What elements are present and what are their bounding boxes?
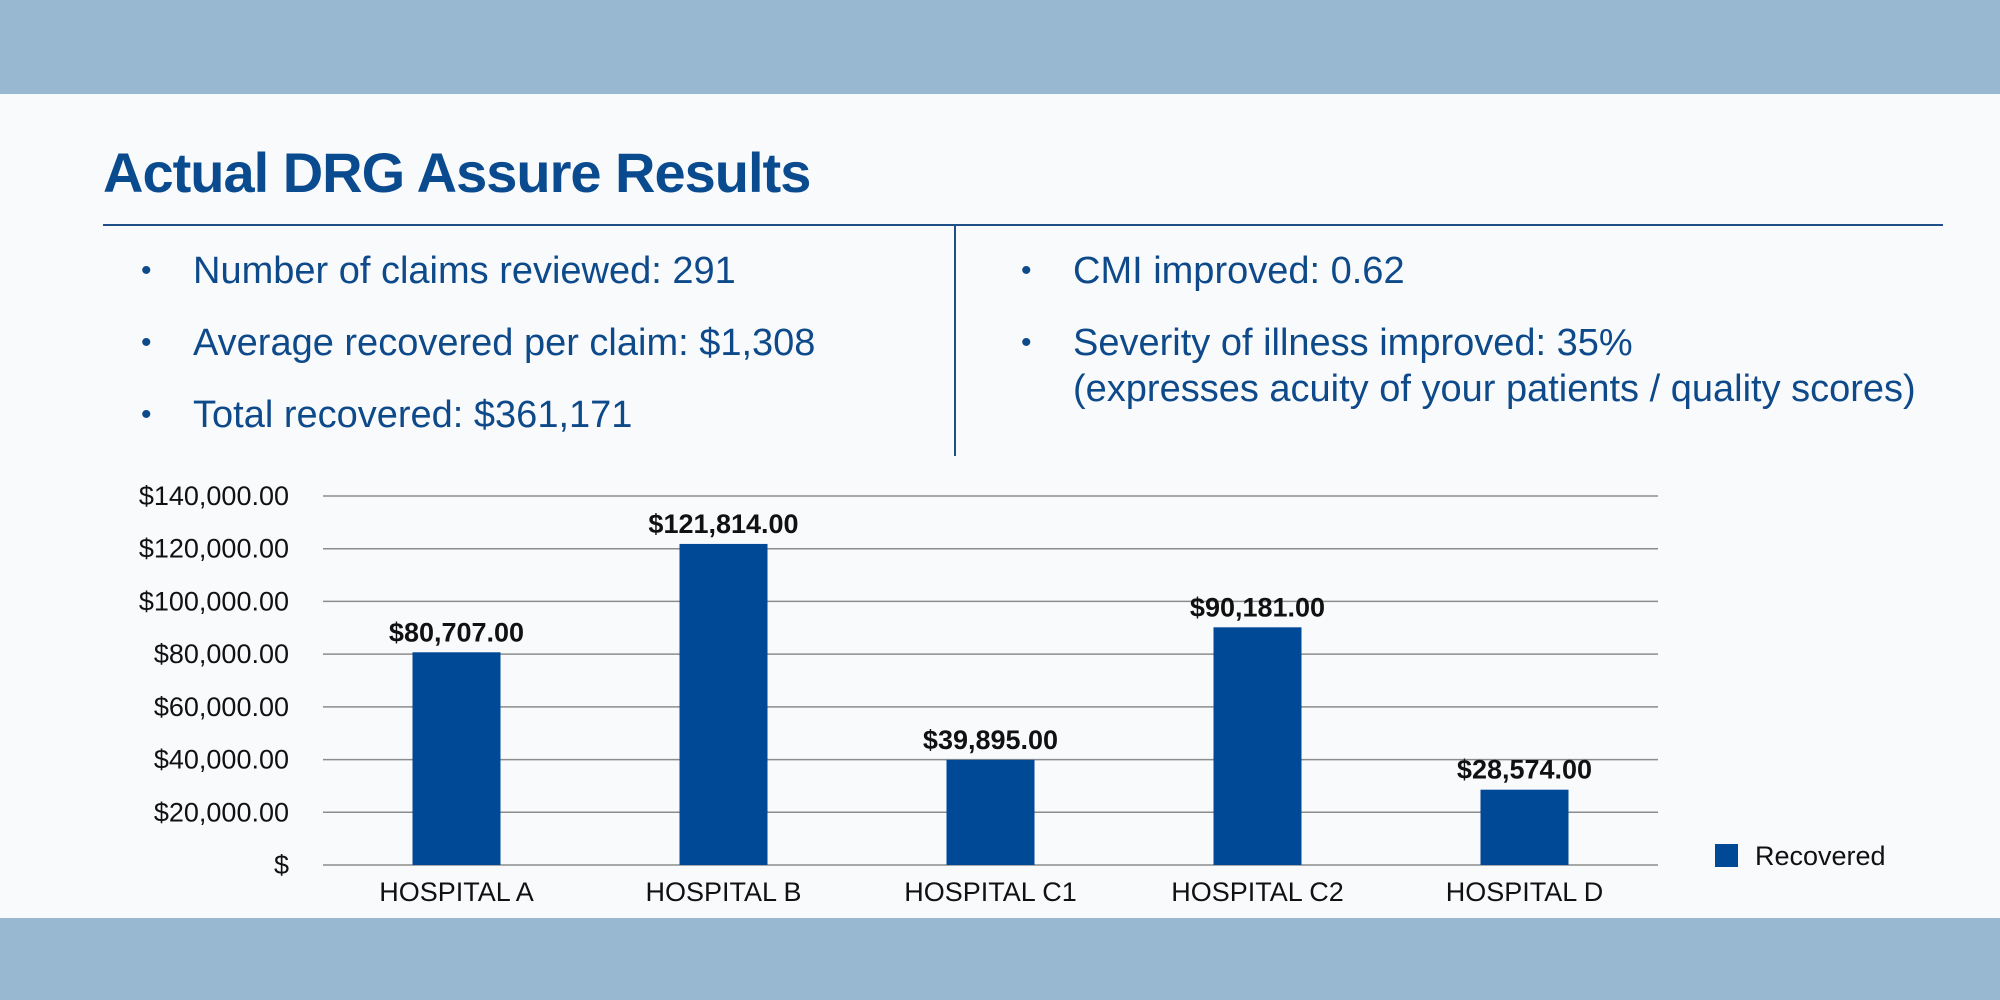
x-tick-label: HOSPITAL A <box>379 877 534 907</box>
stat-text: Total recovered: $361,171 <box>193 394 633 436</box>
bar <box>1213 627 1302 865</box>
stat-text: CMI improved: 0.62 <box>1073 250 1405 292</box>
column-divider <box>954 226 956 456</box>
legend-swatch <box>1715 844 1738 867</box>
bar <box>946 759 1035 865</box>
stat-text: Number of claims reviewed: 291 <box>193 250 736 292</box>
bullet-icon: • <box>141 254 152 287</box>
stat-cmi-improved: • CMI improved: 0.62 <box>1021 248 1916 294</box>
data-label: $121,814.00 <box>648 509 798 539</box>
y-tick-label: $ <box>274 850 289 880</box>
data-labels: $80,707.00 $121,814.00 $39,895.00 $90,181.0… <box>389 509 1592 785</box>
chart-gridlines <box>323 495 1658 866</box>
page-title: Actual DRG Assure Results <box>103 141 811 204</box>
x-tick-label: HOSPITAL B <box>645 877 801 907</box>
stat-text: Average recovered per claim: $1,308 <box>193 322 816 364</box>
data-label: $90,181.00 <box>1190 592 1325 622</box>
x-axis-ticks: HOSPITAL A HOSPITAL B HOSPITAL C1 HOSPITAL … <box>379 877 1603 907</box>
x-tick-label: HOSPITAL C1 <box>904 877 1077 907</box>
data-label: $39,895.00 <box>923 725 1058 755</box>
stat-subtext: (expresses acuity of your patients / qua… <box>1073 368 1916 410</box>
y-tick-label: $20,000.00 <box>154 797 289 827</box>
stat-average-recovered: • Average recovered per claim: $1,308 <box>141 320 816 366</box>
stat-claims-reviewed: • Number of claims reviewed: 291 <box>141 248 815 294</box>
bar <box>1480 789 1569 865</box>
recovered-bar-chart: $ $20,000.00 $40,000.00 $60,000.00 $80,000.0… <box>139 481 1886 907</box>
y-axis-ticks: $ $20,000.00 $40,000.00 $60,000.00 $80,000.0… <box>139 481 289 880</box>
stats-right-list: • CMI improved: 0.62 • Severity of illne… <box>1021 248 1916 438</box>
chart-bars <box>412 543 1569 865</box>
data-label: $28,574.00 <box>1457 755 1592 785</box>
stat-severity-improved: • Severity of illness improved: 35% (exp… <box>1021 320 1916 412</box>
x-tick-label: HOSPITAL D <box>1446 877 1604 907</box>
y-tick-label: $60,000.00 <box>154 692 289 722</box>
legend-label: Recovered <box>1755 841 1886 871</box>
bullet-icon: • <box>141 326 152 359</box>
bullet-icon: • <box>141 398 152 431</box>
top-band <box>0 0 2000 94</box>
stats-left-list: • Number of claims reviewed: 291 • Avera… <box>141 248 816 464</box>
bottom-band <box>0 918 2000 1000</box>
data-label: $80,707.00 <box>389 617 524 647</box>
bullet-icon: • <box>1021 326 1032 359</box>
y-tick-label: $100,000.00 <box>139 586 289 616</box>
chart-legend: Recovered <box>1715 841 1886 871</box>
bar <box>679 543 768 865</box>
title-divider <box>103 224 1943 226</box>
x-tick-label: HOSPITAL C2 <box>1171 877 1344 907</box>
stat-total-recovered: • Total recovered: $361,171 <box>141 392 815 438</box>
stat-text: Severity of illness improved: 35% <box>1073 322 1633 364</box>
bar <box>412 652 501 865</box>
y-tick-label: $80,000.00 <box>154 639 289 669</box>
y-tick-label: $140,000.00 <box>139 481 289 511</box>
bullet-icon: • <box>1021 254 1032 287</box>
y-tick-label: $40,000.00 <box>154 745 289 775</box>
y-tick-label: $120,000.00 <box>139 534 289 564</box>
